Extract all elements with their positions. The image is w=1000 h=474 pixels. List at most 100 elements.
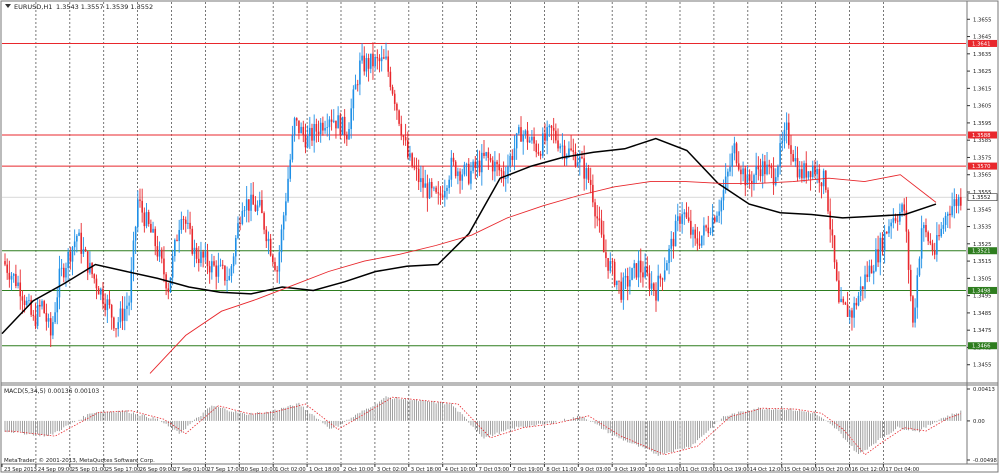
candle-body [827, 189, 829, 212]
candle-body [485, 152, 487, 156]
candle-body [337, 115, 339, 129]
candle-body [936, 235, 938, 255]
candle-body [788, 122, 790, 146]
candle-body [139, 199, 141, 201]
y-tick-label: 1.3585 [973, 138, 992, 144]
candle-body [798, 169, 801, 178]
candle-body [444, 190, 446, 198]
candle-body [807, 171, 810, 178]
candle-body [130, 269, 133, 303]
copyright-footer: MetaTrader, © 2001-2013, MetaQuotes Soft… [4, 457, 155, 464]
candle-body [481, 152, 483, 173]
y-tick-label: 1.3475 [973, 328, 992, 334]
candle-body [6, 264, 8, 273]
candle-body [720, 200, 723, 212]
candle-body [406, 140, 409, 158]
candle-body [811, 165, 814, 178]
moving-averages [1, 137, 937, 374]
level-badge-label: 1.3498 [972, 288, 991, 294]
y-tick-label: 1.3615 [973, 86, 992, 92]
candle-body [346, 135, 348, 140]
candle-body [433, 187, 435, 189]
candle-body [104, 303, 106, 311]
candle-body [920, 228, 923, 259]
candle-body [448, 179, 450, 188]
candle-body [439, 193, 442, 196]
candle-body [635, 263, 638, 278]
candle-body [4, 261, 6, 265]
candle-body [208, 266, 211, 273]
candle-body [875, 249, 877, 271]
candle-body [232, 256, 235, 267]
candle-body [224, 265, 226, 281]
candle-body [304, 134, 307, 148]
candle-body [180, 219, 183, 230]
candle-body [398, 110, 400, 124]
candle-body [17, 282, 19, 287]
candle-body [587, 168, 590, 180]
candle-body [115, 328, 117, 330]
x-tick-label: 8 Oct 11:00 [546, 467, 577, 473]
candle-body [770, 165, 773, 169]
candle-body [896, 220, 899, 222]
candle-body [62, 267, 65, 278]
candle-body [476, 160, 479, 169]
candle-body [30, 299, 32, 315]
candle-body [703, 225, 705, 236]
candle-body [622, 277, 625, 300]
macd-y-tick-label: -0.00498 [973, 458, 997, 464]
price-level-badges: 1.3641 1.3588 1.3570 1.3521 1.3498 1.3466 1.35… [967, 39, 998, 350]
candle-body [790, 145, 792, 155]
candle-body [34, 315, 37, 326]
support-resistance-lines [2, 42, 966, 347]
candle-body [93, 274, 96, 279]
x-tick-label: 25 Sep 01:00 [72, 467, 107, 473]
candle-body [10, 275, 13, 280]
moving-average-red [149, 174, 937, 374]
dropdown-triangle-icon[interactable] [5, 4, 11, 8]
candle-body [613, 261, 616, 286]
candle-body [291, 135, 294, 160]
candle-body [864, 274, 866, 290]
candle-body [518, 127, 520, 134]
candle-body [45, 313, 48, 322]
candle-body [206, 251, 209, 267]
candle-body [526, 130, 529, 143]
candle-body [145, 212, 148, 227]
candle-body [855, 302, 858, 306]
level-badge [968, 162, 997, 170]
candle-body [36, 304, 39, 326]
candle-body [511, 155, 514, 160]
candle-body [491, 160, 494, 172]
candle-body [73, 241, 76, 248]
x-tick-label: 16 Oct 12:00 [852, 467, 886, 473]
x-tick-label: 14 Oct 12:00 [750, 467, 784, 473]
candle-body [372, 53, 374, 67]
candle-body [322, 122, 324, 131]
candle-body [698, 243, 701, 246]
candle-body [568, 148, 570, 156]
candle-body [735, 143, 738, 164]
candle-body [524, 130, 527, 135]
candle-body [250, 194, 252, 211]
candle-body [772, 168, 775, 185]
candle-body [441, 195, 444, 198]
candle-body [541, 133, 544, 156]
candle-body [217, 265, 220, 277]
candle-body [298, 120, 300, 134]
candle-body [626, 275, 629, 287]
candle-body [108, 299, 111, 305]
candle-body [938, 235, 940, 237]
candle-body [914, 307, 916, 323]
candle-body [352, 89, 355, 109]
candle-body [646, 266, 649, 274]
candle-body [463, 164, 466, 175]
candle-body [200, 251, 202, 263]
y-tick-label: 1.3535 [973, 225, 992, 231]
candle-body [43, 301, 45, 314]
candle-body [380, 57, 383, 62]
candle-body [579, 156, 581, 163]
y-tick-label: 1.3495 [973, 294, 992, 300]
